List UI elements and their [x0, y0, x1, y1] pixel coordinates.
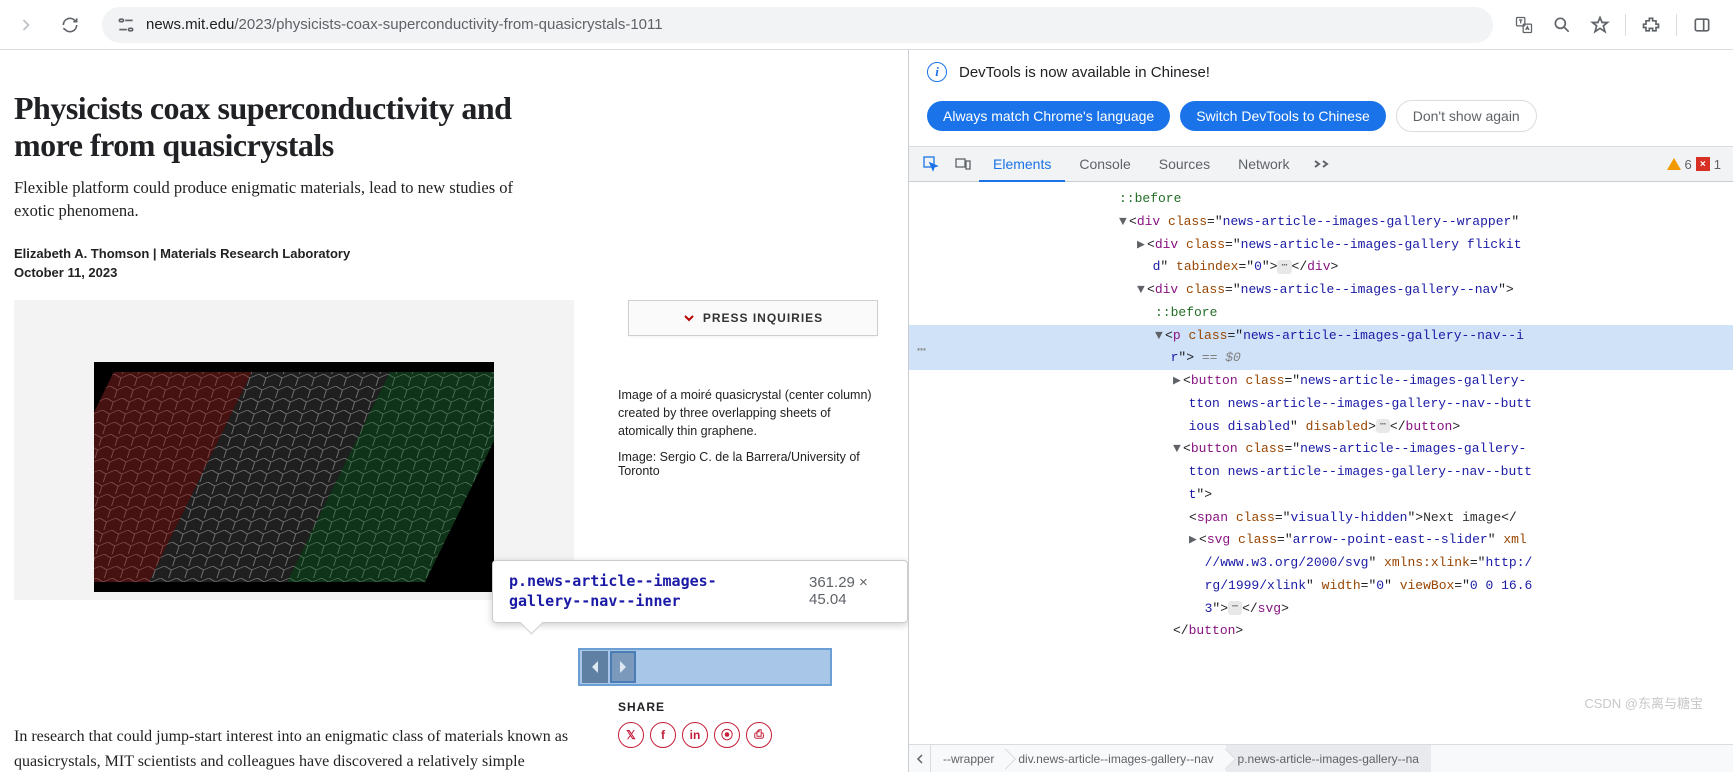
url-text: news.mit.edu/2023/physicists-coax-superc… — [146, 16, 663, 33]
tab-elements[interactable]: Elements — [979, 147, 1065, 182]
tab-sources[interactable]: Sources — [1145, 147, 1224, 181]
share-label: SHARE — [618, 700, 878, 714]
browser-toolbar: news.mit.edu/2023/physicists-coax-superc… — [0, 0, 1733, 50]
breadcrumb-item[interactable]: --wrapper — [931, 745, 1006, 772]
tab-network[interactable]: Network — [1224, 147, 1303, 181]
breadcrumb-item[interactable]: p.news-article--images-gallery--na — [1226, 745, 1431, 772]
breadcrumb-bar: --wrapper div.news-article--images-galle… — [909, 744, 1733, 772]
breadcrumb-scroll-left[interactable] — [909, 745, 931, 772]
share-linkedin-icon[interactable]: in — [682, 722, 708, 748]
sidepanel-icon[interactable] — [1685, 8, 1719, 42]
reload-button[interactable] — [52, 7, 88, 43]
share-reddit-icon[interactable]: ⦿ — [714, 722, 740, 748]
article-subtitle: Flexible platform could produce enigmati… — [14, 176, 554, 222]
extensions-icon[interactable] — [1634, 8, 1668, 42]
image-gallery — [14, 300, 574, 600]
inspected-element-highlight — [578, 648, 832, 686]
devtools-info-bar: i DevTools is now available in Chinese! — [909, 50, 1733, 94]
tabs-more-icon[interactable] — [1303, 147, 1341, 181]
toolbar-divider — [1625, 14, 1626, 36]
info-text: DevTools is now available in Chinese! — [959, 64, 1210, 81]
image-caption: Image of a moiré quasicrystal (center co… — [618, 386, 878, 440]
breadcrumb-item[interactable]: div.news-article--images-gallery--nav — [1006, 745, 1225, 772]
devtools-tabs: Elements Console Sources Network 6 ×1 — [909, 146, 1733, 182]
tab-console[interactable]: Console — [1065, 147, 1144, 181]
zoom-icon[interactable] — [1545, 8, 1579, 42]
share-x-icon[interactable]: 𝕏 — [618, 722, 644, 748]
site-settings-icon[interactable] — [116, 15, 136, 35]
address-bar[interactable]: news.mit.edu/2023/physicists-coax-superc… — [102, 7, 1493, 43]
image-credit: Image: Sergio C. de la Barrera/Universit… — [618, 450, 878, 478]
article-image — [94, 362, 494, 592]
gallery-prev-button[interactable] — [582, 651, 608, 683]
tooltip-dimensions: 361.29 × 45.04 — [809, 574, 891, 608]
info-icon: i — [927, 62, 947, 82]
chevron-down-icon — [683, 312, 695, 324]
publish-date: October 11, 2023 — [14, 265, 908, 280]
line-actions-icon[interactable]: ⋯ — [917, 338, 928, 364]
translate-icon[interactable] — [1507, 8, 1541, 42]
watermark: CSDN @东离与糖宝 — [1584, 693, 1703, 712]
devtools-panel: i DevTools is now available in Chinese! … — [908, 50, 1733, 772]
forward-button[interactable] — [8, 7, 44, 43]
inspector-tooltip: p.news-article--images-gallery--nav--inn… — [492, 560, 908, 623]
page-viewport: Physicists coax superconductivity and mo… — [0, 50, 908, 772]
article-body: In research that could jump-start intere… — [14, 724, 574, 772]
device-icon[interactable] — [947, 147, 979, 181]
article-title: Physicists coax superconductivity and mo… — [14, 90, 574, 164]
errors-badge[interactable]: ×1 — [1696, 157, 1721, 172]
inspect-icon[interactable] — [915, 147, 947, 181]
bookmark-icon[interactable] — [1583, 8, 1617, 42]
tooltip-selector: p.news-article--images-gallery--nav--inn… — [509, 571, 779, 612]
byline: Elizabeth A. Thomson | Materials Researc… — [14, 246, 908, 261]
toolbar-divider — [1676, 14, 1677, 36]
gallery-next-button[interactable] — [610, 651, 636, 683]
share-print-icon[interactable]: ⎙ — [746, 722, 772, 748]
dismiss-button[interactable]: Don't show again — [1396, 100, 1537, 132]
always-match-button[interactable]: Always match Chrome's language — [927, 101, 1170, 131]
switch-language-button[interactable]: Switch DevTools to Chinese — [1180, 101, 1386, 131]
press-inquiries-button[interactable]: PRESS INQUIRIES — [628, 300, 878, 336]
press-inquiries-label: PRESS INQUIRIES — [703, 311, 823, 325]
share-icons: 𝕏 f in ⦿ ⎙ — [618, 722, 878, 748]
share-facebook-icon[interactable]: f — [650, 722, 676, 748]
warnings-badge[interactable]: 6 — [1667, 157, 1692, 172]
elements-tree[interactable]: ⋯ ::before ▼<div class="news-article--im… — [909, 182, 1733, 744]
